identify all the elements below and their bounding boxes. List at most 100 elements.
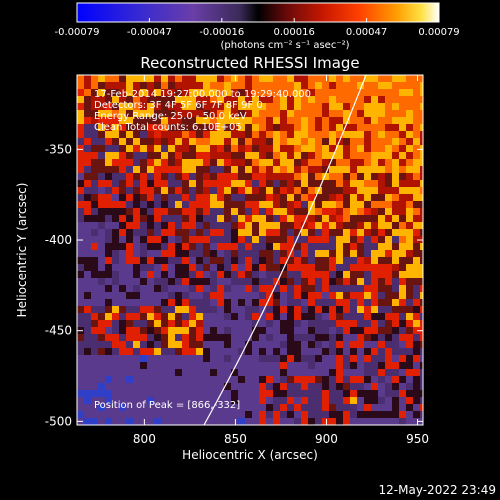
heatmap-cell (105, 397, 112, 404)
heatmap-cell (420, 194, 423, 201)
heatmap-cell (175, 159, 182, 166)
heatmap-cell (280, 411, 287, 418)
heatmap-cell (343, 201, 350, 208)
info-block: 17-Feb-2014 19:27:00.000 to 19:29:40.000… (94, 89, 311, 133)
heatmap-cell (126, 418, 133, 425)
heatmap-cell (84, 390, 91, 397)
heatmap-cell (84, 411, 91, 418)
heatmap-cell (329, 355, 336, 362)
heatmap-cell (112, 271, 119, 278)
heatmap-cell (343, 229, 350, 236)
heatmap-cell (238, 124, 245, 131)
heatmap-cell (91, 159, 98, 166)
heatmap-cell (413, 117, 420, 124)
heatmap-cell (238, 250, 245, 257)
heatmap-cell (350, 397, 357, 404)
heatmap-cell (378, 257, 385, 264)
heatmap-cell (266, 236, 273, 243)
heatmap-cell (224, 418, 231, 425)
heatmap-cell (273, 187, 280, 194)
heatmap-cell (350, 75, 357, 82)
heatmap-cell (168, 124, 175, 131)
heatmap-cell (399, 229, 406, 236)
heatmap-cell (105, 110, 112, 117)
heatmap-cell (287, 131, 294, 138)
heatmap-cell (280, 418, 287, 425)
heatmap-cell (133, 166, 140, 173)
heatmap-cell (273, 376, 280, 383)
heatmap-cell (217, 250, 224, 257)
heatmap-cell (322, 397, 329, 404)
heatmap-cell (175, 306, 182, 313)
heatmap (77, 75, 423, 425)
heatmap-cell (217, 194, 224, 201)
heatmap-cell (217, 383, 224, 390)
heatmap-cell (245, 124, 252, 131)
heatmap-cell (126, 103, 133, 110)
heatmap-cell (119, 362, 126, 369)
heatmap-cell (413, 348, 420, 355)
heatmap-cell (119, 138, 126, 145)
heatmap-cell (399, 341, 406, 348)
heatmap-cell (287, 89, 294, 96)
heatmap-cell (105, 285, 112, 292)
heatmap-cell (133, 362, 140, 369)
heatmap-cell (161, 159, 168, 166)
heatmap-cell (98, 306, 105, 313)
heatmap-cell (189, 404, 196, 411)
heatmap-cell (154, 299, 161, 306)
heatmap-cell (126, 180, 133, 187)
heatmap-cell (378, 138, 385, 145)
heatmap-cell (406, 75, 413, 82)
heatmap-cell (154, 194, 161, 201)
heatmap-cell (378, 397, 385, 404)
heatmap-cell (301, 152, 308, 159)
heatmap-cell (147, 341, 154, 348)
heatmap-cell (343, 180, 350, 187)
heatmap-cell (98, 145, 105, 152)
heatmap-cell (119, 376, 126, 383)
heatmap-cell (378, 208, 385, 215)
heatmap-cell (84, 285, 91, 292)
heatmap-cell (392, 362, 399, 369)
heatmap-cell (322, 82, 329, 89)
heatmap-cell (133, 236, 140, 243)
heatmap-cell (154, 376, 161, 383)
heatmap-cell (245, 138, 252, 145)
heatmap-cell (385, 152, 392, 159)
heatmap-cell (182, 166, 189, 173)
heatmap-cell (91, 138, 98, 145)
heatmap-cell (217, 418, 224, 425)
heatmap-cell (378, 404, 385, 411)
heatmap-cell (84, 96, 91, 103)
heatmap-cell (294, 397, 301, 404)
heatmap-cell (357, 292, 364, 299)
heatmap-cell (343, 138, 350, 145)
heatmap-cell (140, 299, 147, 306)
heatmap-cell (84, 117, 91, 124)
heatmap-cell (280, 229, 287, 236)
heatmap-cell (203, 89, 210, 96)
heatmap-cell (154, 369, 161, 376)
heatmap-cell (140, 124, 147, 131)
heatmap-cell (350, 320, 357, 327)
heatmap-cell (350, 348, 357, 355)
heatmap-cell (91, 369, 98, 376)
heatmap-cell (98, 327, 105, 334)
heatmap-cell (217, 89, 224, 96)
heatmap-cell (133, 292, 140, 299)
heatmap-cell (287, 194, 294, 201)
heatmap-cell (133, 327, 140, 334)
heatmap-cell (98, 264, 105, 271)
heatmap-cell (406, 348, 413, 355)
heatmap-cell (420, 369, 423, 376)
heatmap-cell (280, 236, 287, 243)
heatmap-cell (406, 243, 413, 250)
heatmap-cell (217, 152, 224, 159)
heatmap-cell (315, 215, 322, 222)
heatmap-cell (140, 103, 147, 110)
heatmap-cell (357, 110, 364, 117)
heatmap-cell (294, 110, 301, 117)
heatmap-cell (210, 89, 217, 96)
heatmap-cell (329, 145, 336, 152)
